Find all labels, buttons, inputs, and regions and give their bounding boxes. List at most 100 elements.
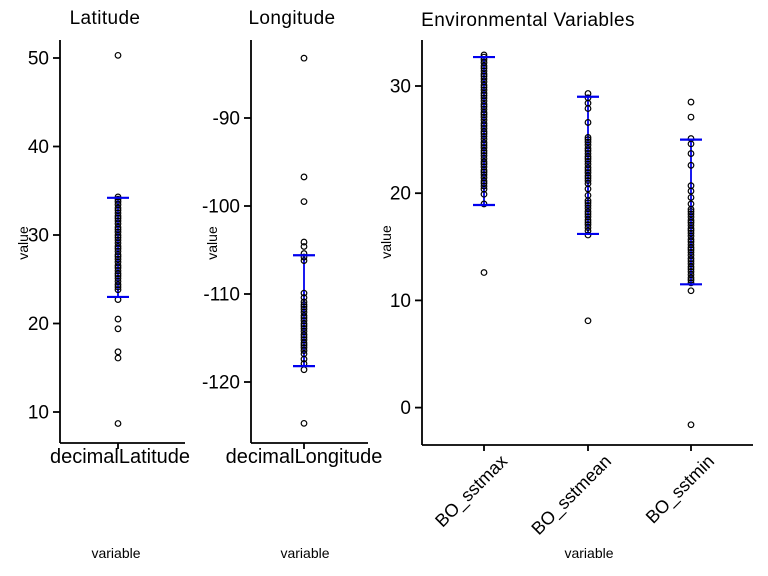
data-point — [584, 153, 592, 161]
data-point — [300, 294, 308, 301]
data-point — [584, 177, 592, 184]
data-point — [300, 355, 308, 363]
data-point — [584, 317, 592, 325]
data-point — [584, 172, 592, 180]
data-point — [480, 147, 488, 155]
data-point — [687, 279, 695, 287]
data-point — [300, 173, 308, 181]
data-point — [300, 339, 308, 347]
data-point — [300, 257, 308, 264]
data-point — [114, 270, 122, 278]
data-point — [584, 134, 592, 141]
y-tick-label: 50 — [28, 49, 49, 70]
panel3-title: Environmental Variables — [421, 10, 635, 31]
data-point — [687, 276, 695, 284]
y-tick-label: 20 — [390, 184, 411, 205]
series-BO_sstmean — [577, 90, 599, 325]
data-point — [300, 198, 308, 206]
series-BO_sstmax — [473, 51, 495, 276]
data-point — [687, 150, 695, 157]
data-point — [584, 191, 592, 199]
panel2-ylabel: value — [204, 226, 220, 260]
data-point — [584, 216, 592, 224]
data-point — [480, 166, 488, 174]
data-point — [687, 210, 695, 218]
data-point — [114, 231, 122, 239]
data-point — [300, 320, 308, 328]
data-point — [687, 200, 695, 208]
data-point — [687, 225, 695, 232]
data-point — [300, 301, 308, 308]
data-point — [300, 243, 308, 250]
data-point — [687, 287, 695, 295]
data-point — [687, 263, 695, 271]
panel-2: -90 -100 -110 -120 — [202, 40, 368, 449]
y-tick-label: -110 — [203, 285, 240, 306]
data-point — [687, 161, 695, 169]
data-point — [687, 194, 695, 201]
y-tick-label: 10 — [390, 291, 411, 312]
panel1-xlabel: variable — [91, 545, 141, 561]
y-tick-label: 10 — [28, 403, 49, 424]
series-decimalLatitude — [107, 51, 129, 427]
data-point — [687, 98, 695, 106]
data-point — [300, 238, 308, 246]
data-point — [114, 354, 122, 362]
panel2-xlabel: variable — [280, 545, 330, 561]
y-tick-label: 30 — [390, 77, 411, 98]
data-point — [480, 89, 488, 97]
data-point — [480, 109, 488, 116]
data-point — [687, 113, 695, 121]
data-point — [584, 105, 592, 112]
data-point — [114, 286, 122, 294]
data-point — [300, 366, 308, 374]
y-tick-label: 0 — [400, 398, 411, 419]
panel1-title: Latitude — [69, 8, 141, 29]
data-point — [114, 51, 122, 59]
data-point — [300, 298, 308, 306]
data-point — [114, 348, 122, 356]
panel3-ylabel: value — [378, 225, 394, 259]
y-tick-label: -100 — [202, 197, 240, 218]
series-BO_sstmin — [680, 98, 702, 429]
data-point — [480, 128, 488, 136]
data-point — [300, 347, 308, 355]
data-point — [687, 248, 695, 256]
panel-3: 30 20 10 0 — [390, 40, 753, 451]
data-point — [687, 187, 695, 195]
panel-1: 50 40 30 20 10 — [28, 40, 185, 449]
data-point — [300, 419, 308, 427]
data-point — [114, 212, 122, 220]
data-point — [584, 119, 592, 126]
data-point — [480, 269, 488, 276]
data-point — [114, 251, 122, 258]
data-point — [687, 421, 695, 429]
y-tick-label: 20 — [28, 314, 49, 335]
y-tick-label: -120 — [202, 373, 240, 394]
data-point — [480, 70, 488, 78]
panel2-category-label: decimalLongitude — [225, 446, 383, 468]
panel3-xlabel: variable — [564, 545, 614, 561]
data-point — [687, 244, 695, 252]
data-point — [480, 190, 488, 198]
data-point — [114, 315, 122, 323]
series-decimalLongitude — [293, 54, 315, 427]
data-point — [114, 325, 122, 333]
data-point — [300, 54, 308, 62]
y-tick-label: 40 — [28, 137, 49, 158]
data-point — [480, 182, 488, 190]
y-tick-label: -90 — [213, 109, 240, 130]
data-point — [584, 185, 592, 193]
data-point — [114, 420, 122, 427]
data-point — [687, 140, 695, 148]
data-point — [480, 94, 488, 102]
data-point — [114, 217, 122, 225]
y-tick-label: 30 — [28, 226, 49, 247]
panel2-title: Longitude — [248, 8, 336, 29]
panel1-category-label: decimalLatitude — [49, 446, 191, 468]
data-point — [584, 224, 592, 231]
data-point — [480, 113, 488, 121]
data-point — [480, 75, 488, 83]
